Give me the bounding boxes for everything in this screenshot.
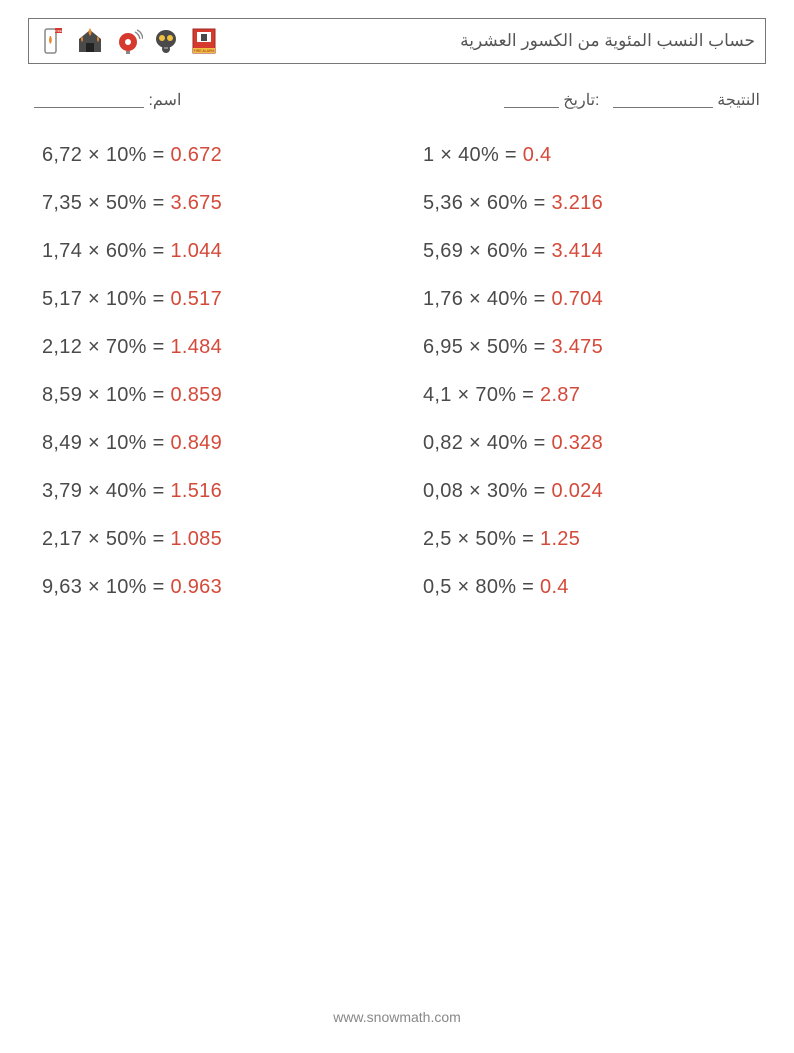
name-underline xyxy=(34,94,144,108)
fire-extinguisher-icon: FIRE xyxy=(35,24,69,58)
problem-expression: 7,35 × 50% = xyxy=(42,192,170,214)
problem-answer: 0.859 xyxy=(170,384,222,406)
problem-answer: 0.963 xyxy=(170,576,222,598)
problem-answer: 1.25 xyxy=(540,528,580,550)
problem-expression: 0,08 × 30% = xyxy=(423,480,551,502)
problem-answer: 3.675 xyxy=(170,192,222,214)
problem-answer: 1.085 xyxy=(170,528,222,550)
date-underline xyxy=(504,94,559,108)
problem-expression: 0,82 × 40% = xyxy=(423,432,551,454)
score-label: النتيجة xyxy=(717,92,760,109)
problem-answer: 1.516 xyxy=(170,480,222,502)
problem-expression: 2,5 × 50% = xyxy=(423,528,540,550)
problem-expression: 1,74 × 60% = xyxy=(42,240,170,262)
problem-row: 4,1 × 70% = 2.87 xyxy=(423,384,756,407)
problem-row: 2,17 × 50% = 1.085 xyxy=(42,528,375,551)
problem-expression: 2,17 × 50% = xyxy=(42,528,170,550)
problem-row: 6,72 × 10% = 0.672 xyxy=(42,144,375,167)
problem-row: 9,63 × 10% = 0.963 xyxy=(42,576,375,599)
worksheet-title: حساب النسب المئوية من الكسور العشرية xyxy=(460,31,755,51)
problem-answer: 1.484 xyxy=(170,336,222,358)
problem-expression: 2,12 × 70% = xyxy=(42,336,170,358)
problem-row: 3,79 × 40% = 1.516 xyxy=(42,480,375,503)
problem-answer: 0.849 xyxy=(170,432,222,454)
problem-row: 7,35 × 50% = 3.675 xyxy=(42,192,375,215)
problems-grid: 6,72 × 10% = 0.672 7,35 × 50% = 3.675 1,… xyxy=(28,144,766,599)
problem-answer: 3.216 xyxy=(551,192,603,214)
problem-row: 6,95 × 50% = 3.475 xyxy=(423,336,756,359)
score-underline xyxy=(613,94,713,108)
problem-answer: 0.024 xyxy=(551,480,603,502)
problem-expression: 1 × 40% = xyxy=(423,144,523,166)
problem-answer: 0.517 xyxy=(170,288,222,310)
problem-expression: 4,1 × 70% = xyxy=(423,384,540,406)
problem-row: 2,5 × 50% = 1.25 xyxy=(423,528,756,551)
problem-expression: 5,69 × 60% = xyxy=(423,240,551,262)
problem-row: 5,17 × 10% = 0.517 xyxy=(42,288,375,311)
meta-row: اسم: النتيجة :تاريخ xyxy=(28,90,766,110)
problem-expression: 3,79 × 40% = xyxy=(42,480,170,502)
name-field: اسم: xyxy=(34,90,181,110)
problem-answer: 3.475 xyxy=(551,336,603,358)
alarm-bell-icon xyxy=(111,24,145,58)
problem-row: 1,76 × 40% = 0.704 xyxy=(423,288,756,311)
problem-expression: 0,5 × 80% = xyxy=(423,576,540,598)
header-icons: FIRE xyxy=(35,24,221,58)
score-date-field: النتيجة :تاريخ xyxy=(504,90,760,110)
worksheet-header: FIRE xyxy=(28,18,766,64)
fire-house-icon xyxy=(73,24,107,58)
problems-column-left: 6,72 × 10% = 0.672 7,35 × 50% = 3.675 1,… xyxy=(38,144,375,599)
problem-row: 1 × 40% = 0.4 xyxy=(423,144,756,167)
footer-url: www.snowmath.com xyxy=(0,1009,794,1025)
problem-expression: 8,59 × 10% = xyxy=(42,384,170,406)
problem-row: 0,5 × 80% = 0.4 xyxy=(423,576,756,599)
problem-expression: 6,72 × 10% = xyxy=(42,144,170,166)
fire-alarm-box-icon: FIRE ALARM xyxy=(187,24,221,58)
problem-row: 0,08 × 30% = 0.024 xyxy=(423,480,756,503)
problem-row: 5,36 × 60% = 3.216 xyxy=(423,192,756,215)
problem-expression: 8,49 × 10% = xyxy=(42,432,170,454)
problem-answer: 2.87 xyxy=(540,384,580,406)
svg-text:FIRE: FIRE xyxy=(55,29,62,33)
problem-answer: 0.4 xyxy=(523,144,552,166)
gas-mask-icon xyxy=(149,24,183,58)
problem-row: 8,59 × 10% = 0.859 xyxy=(42,384,375,407)
problems-column-right: 1 × 40% = 0.4 5,36 × 60% = 3.216 5,69 × … xyxy=(375,144,756,599)
problem-expression: 6,95 × 50% = xyxy=(423,336,551,358)
problem-row: 2,12 × 70% = 1.484 xyxy=(42,336,375,359)
problem-expression: 9,63 × 10% = xyxy=(42,576,170,598)
name-label: اسم: xyxy=(148,92,181,109)
problem-row: 1,74 × 60% = 1.044 xyxy=(42,240,375,263)
problem-row: 0,82 × 40% = 0.328 xyxy=(423,432,756,455)
problem-answer: 3.414 xyxy=(551,240,603,262)
problem-expression: 5,17 × 10% = xyxy=(42,288,170,310)
problem-row: 5,69 × 60% = 3.414 xyxy=(423,240,756,263)
problem-answer: 1.044 xyxy=(170,240,222,262)
problem-answer: 0.672 xyxy=(170,144,222,166)
problem-expression: 1,76 × 40% = xyxy=(423,288,551,310)
date-label: :تاريخ xyxy=(563,92,599,109)
problem-row: 8,49 × 10% = 0.849 xyxy=(42,432,375,455)
svg-text:FIRE ALARM: FIRE ALARM xyxy=(194,49,215,53)
problem-answer: 0.4 xyxy=(540,576,569,598)
problem-answer: 0.704 xyxy=(551,288,603,310)
problem-expression: 5,36 × 60% = xyxy=(423,192,551,214)
problem-answer: 0.328 xyxy=(551,432,603,454)
